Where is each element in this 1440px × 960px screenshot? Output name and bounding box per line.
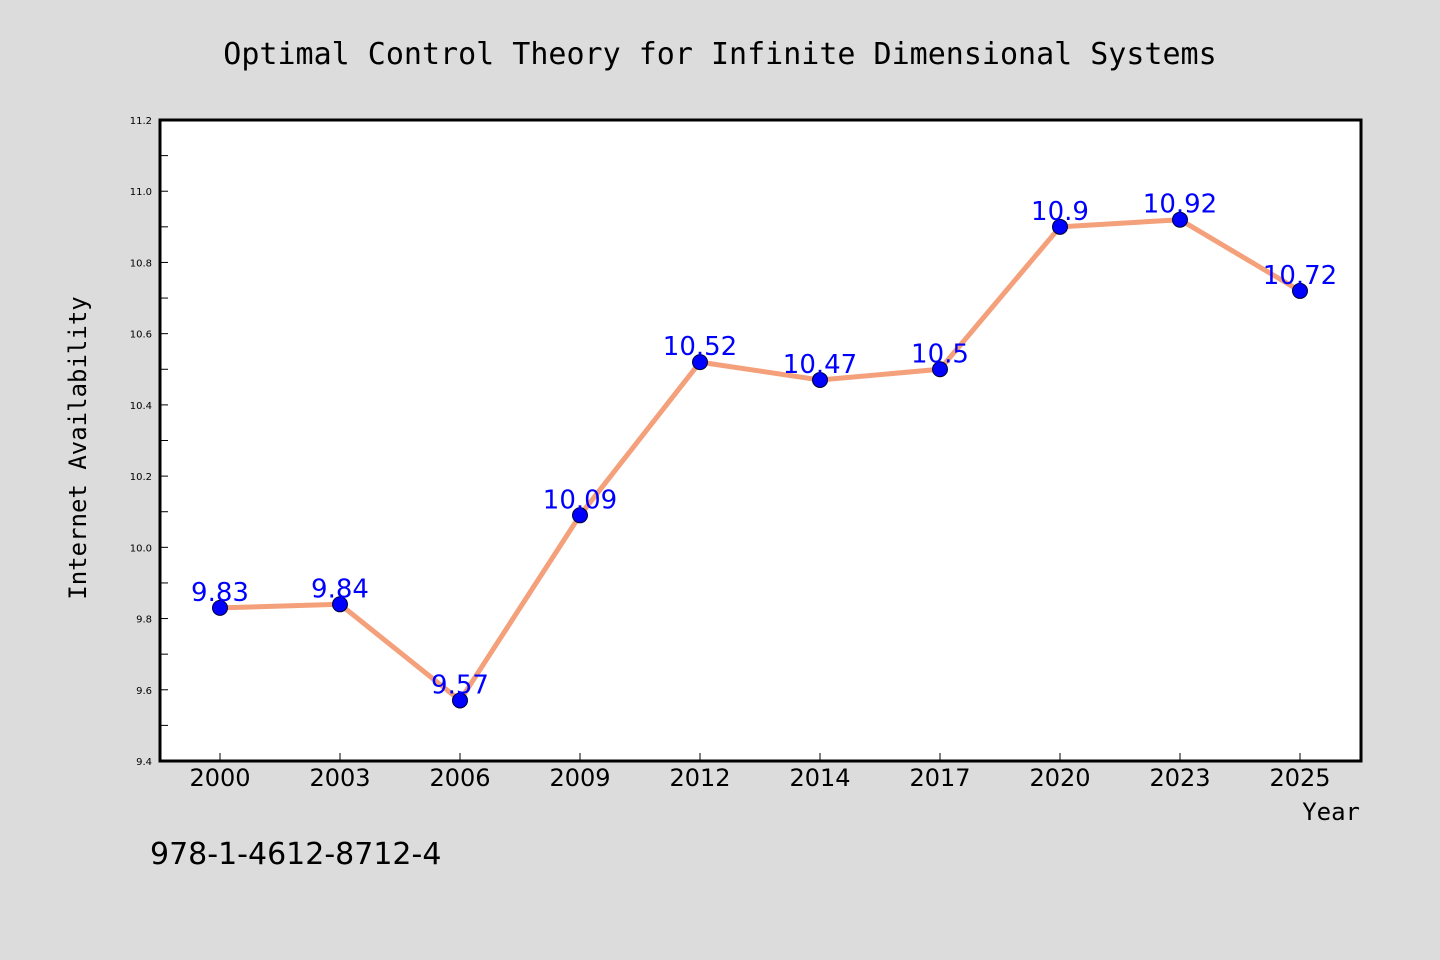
data-label: 9.84 <box>311 574 369 604</box>
data-point <box>1172 211 1188 228</box>
x-tick-label: 2020 <box>1029 764 1090 792</box>
data-label: 10.9 <box>1031 197 1089 227</box>
data-point <box>812 371 828 388</box>
y-tick-label: 9.8 <box>136 615 152 626</box>
x-tick-label: 2006 <box>429 764 490 792</box>
y-tick-label: 9.4 <box>136 757 152 768</box>
series-line <box>219 217 1302 703</box>
data-label: 9.57 <box>431 670 489 700</box>
data-label: 10.92 <box>1143 190 1217 220</box>
y-axis: 9.4 9.6 9.8 10.0 10.2 10.4 10.6 10.8 11.0 11.2 <box>130 116 168 768</box>
data-point <box>572 507 588 524</box>
x-tick-label: 2023 <box>1149 764 1210 792</box>
data-label: 10.47 <box>783 350 857 380</box>
x-tick-label: 2025 <box>1269 764 1330 792</box>
data-point <box>1292 282 1308 299</box>
plot-area <box>158 118 1363 763</box>
y-tick-label: 10.0 <box>130 543 152 554</box>
data-label: 10.52 <box>663 332 737 362</box>
x-tick-label: 2012 <box>669 764 730 792</box>
data-labels: 9.83 9.84 9.57 10.09 10.52 10.47 10.5 10.9 10.92… <box>191 190 1337 701</box>
y-tick-label: 10.4 <box>130 401 152 412</box>
data-point <box>692 354 708 371</box>
series-layer <box>219 217 1302 703</box>
x-tick-label: 2009 <box>549 764 610 792</box>
isbn-text: 978-1-4612-8712-4 <box>150 837 441 872</box>
data-point <box>932 361 948 378</box>
chart-title: Optimal Control Theory for Infinite Dime… <box>223 37 1216 72</box>
y-tick-label: 11.0 <box>130 187 152 198</box>
data-point <box>1052 218 1068 235</box>
y-axis-title: Internet Availability <box>64 296 92 599</box>
data-label: 10.72 <box>1263 261 1337 291</box>
x-tick-label: 2014 <box>789 764 850 792</box>
x-tick-label: 2017 <box>909 764 970 792</box>
x-tick-label: 2003 <box>309 764 370 792</box>
data-point <box>212 599 228 616</box>
data-label: 9.83 <box>191 578 249 608</box>
x-axis-title: Year <box>1302 798 1360 826</box>
y-tick-label: 11.2 <box>130 116 152 127</box>
data-label: 10.5 <box>911 339 969 369</box>
data-label: 10.09 <box>543 485 617 515</box>
data-point <box>452 692 468 709</box>
y-tick-label: 10.8 <box>130 258 152 269</box>
y-tick-label: 10.6 <box>130 330 152 341</box>
y-tick-label: 9.6 <box>136 686 152 697</box>
x-axis: 2000 2003 2006 2009 2012 2014 2017 2020 2023 2025 <box>189 753 1331 792</box>
data-point <box>332 596 348 613</box>
x-tick-label: 2000 <box>189 764 250 792</box>
y-tick-label: 10.2 <box>130 472 152 483</box>
points-layer <box>212 211 1308 709</box>
